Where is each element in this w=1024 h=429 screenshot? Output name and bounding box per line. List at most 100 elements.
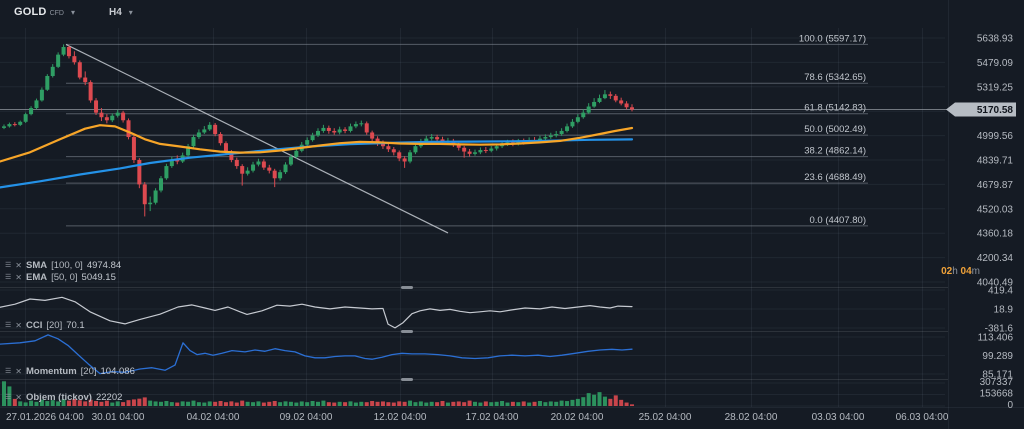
candle bbox=[88, 80, 93, 103]
candle bbox=[397, 150, 402, 162]
trend-line[interactable] bbox=[65, 43, 449, 234]
candle bbox=[364, 121, 369, 135]
indicator-name: EMA bbox=[25, 272, 48, 283]
candle-body bbox=[435, 137, 440, 140]
pane-resize-handle[interactable] bbox=[401, 286, 413, 289]
volume-bar bbox=[500, 400, 505, 406]
candle bbox=[348, 123, 353, 133]
time-axis[interactable]: 27.01.2026 04:00 30.01 04:00 04.02 04:00 09… bbox=[6, 412, 949, 423]
volume-bar bbox=[592, 394, 597, 406]
candle-body bbox=[619, 100, 624, 104]
candle bbox=[94, 98, 99, 115]
volume-bar bbox=[23, 402, 28, 406]
candle-body bbox=[348, 126, 353, 131]
candle bbox=[548, 132, 553, 139]
candles[interactable] bbox=[2, 44, 634, 217]
volume-bar bbox=[408, 400, 413, 406]
candle-body bbox=[137, 159, 142, 185]
countdown-hours-unit: h bbox=[952, 266, 958, 277]
candle bbox=[267, 164, 272, 174]
candle-body bbox=[29, 108, 34, 115]
candle bbox=[305, 137, 310, 147]
time-axis-label: 20.02 04:00 bbox=[551, 412, 604, 423]
candle bbox=[337, 126, 342, 135]
candle bbox=[256, 158, 261, 167]
volume-bar bbox=[316, 401, 320, 406]
settings-icon[interactable]: ☰ bbox=[5, 274, 12, 281]
volume-bar bbox=[50, 400, 55, 406]
settings-icon[interactable]: ☰ bbox=[5, 322, 12, 329]
candle-body bbox=[175, 159, 180, 162]
candle-body bbox=[23, 114, 28, 122]
price-axis-label: 4200.34 bbox=[977, 253, 1014, 264]
volume-axis-label: 307337 bbox=[980, 377, 1014, 388]
settings-icon[interactable]: ☰ bbox=[5, 394, 12, 401]
volume-bar bbox=[310, 400, 315, 406]
candle bbox=[288, 154, 293, 167]
volume-bar bbox=[375, 401, 380, 406]
volume-bar bbox=[489, 402, 494, 406]
volume-bars[interactable] bbox=[2, 381, 634, 406]
cci-line[interactable] bbox=[0, 296, 633, 329]
candle bbox=[630, 104, 634, 112]
candle-body bbox=[413, 146, 418, 153]
candle-body bbox=[305, 140, 310, 145]
indicator-name: SMA bbox=[25, 260, 48, 271]
volume-bar bbox=[191, 400, 196, 406]
indicator-legend-volume: ☰ ✕ Objem (tickov) 22202 bbox=[5, 392, 122, 403]
candle-body bbox=[386, 146, 391, 150]
candle bbox=[83, 71, 88, 86]
candle bbox=[391, 146, 396, 156]
price-axis[interactable]: 5638.93 5479.09 5319.25 4999.56 4839.71 4679.… bbox=[977, 34, 1014, 412]
time-axis-label: 25.02 04:00 bbox=[639, 412, 692, 423]
candle-body bbox=[375, 138, 380, 144]
candle-body bbox=[261, 161, 266, 168]
volume-bar bbox=[397, 401, 402, 406]
candle-body bbox=[256, 161, 261, 165]
ema-50-line[interactable] bbox=[0, 124, 634, 163]
volume-bar bbox=[527, 402, 532, 406]
candle-body bbox=[272, 170, 277, 179]
volume-axis-label: 153668 bbox=[980, 388, 1014, 399]
candle bbox=[34, 98, 39, 110]
settings-icon[interactable]: ☰ bbox=[5, 262, 12, 269]
volume-bar bbox=[391, 402, 396, 406]
fibonacci-retracement[interactable]: 100.0 (5597.17) 78.6 (5342.65) 61.8 (5142.… bbox=[66, 33, 868, 227]
symbol-selector[interactable]: GOLD CFD ▾ bbox=[14, 6, 75, 18]
grid-lines bbox=[0, 28, 945, 407]
candle bbox=[619, 97, 624, 106]
candle bbox=[326, 125, 331, 134]
close-icon[interactable]: ✕ bbox=[15, 366, 22, 376]
candle-body bbox=[575, 117, 580, 122]
candle bbox=[608, 91, 613, 99]
candle-body bbox=[72, 56, 77, 63]
candle bbox=[159, 175, 163, 193]
pane-resize-handle[interactable] bbox=[401, 330, 413, 333]
candle bbox=[50, 64, 55, 78]
candle-body bbox=[554, 134, 559, 136]
candle-body bbox=[456, 144, 461, 148]
candle-body bbox=[234, 159, 239, 167]
price-axis-label: 4679.87 bbox=[977, 180, 1014, 191]
pane-resize-handle[interactable] bbox=[401, 378, 413, 381]
candle bbox=[12, 122, 17, 127]
symbol-type-badge: CFD bbox=[49, 10, 64, 17]
timeframe-selector[interactable]: H4 ▾ bbox=[109, 7, 133, 18]
close-icon[interactable]: ✕ bbox=[15, 260, 22, 270]
price-axis-label: 4520.03 bbox=[977, 204, 1014, 215]
close-icon[interactable]: ✕ bbox=[15, 320, 22, 330]
candle-body bbox=[353, 124, 358, 127]
volume-bar bbox=[440, 400, 445, 406]
close-icon[interactable]: ✕ bbox=[15, 392, 22, 402]
candle bbox=[164, 163, 169, 180]
settings-icon[interactable]: ☰ bbox=[5, 368, 12, 375]
volume-bar bbox=[337, 401, 342, 406]
candle bbox=[294, 148, 299, 159]
momentum-line[interactable] bbox=[0, 334, 633, 375]
close-icon[interactable]: ✕ bbox=[15, 272, 22, 282]
candle bbox=[602, 90, 607, 100]
timeframe-label: H4 bbox=[108, 6, 122, 18]
volume-bar bbox=[575, 398, 580, 406]
candle-body bbox=[7, 124, 12, 127]
